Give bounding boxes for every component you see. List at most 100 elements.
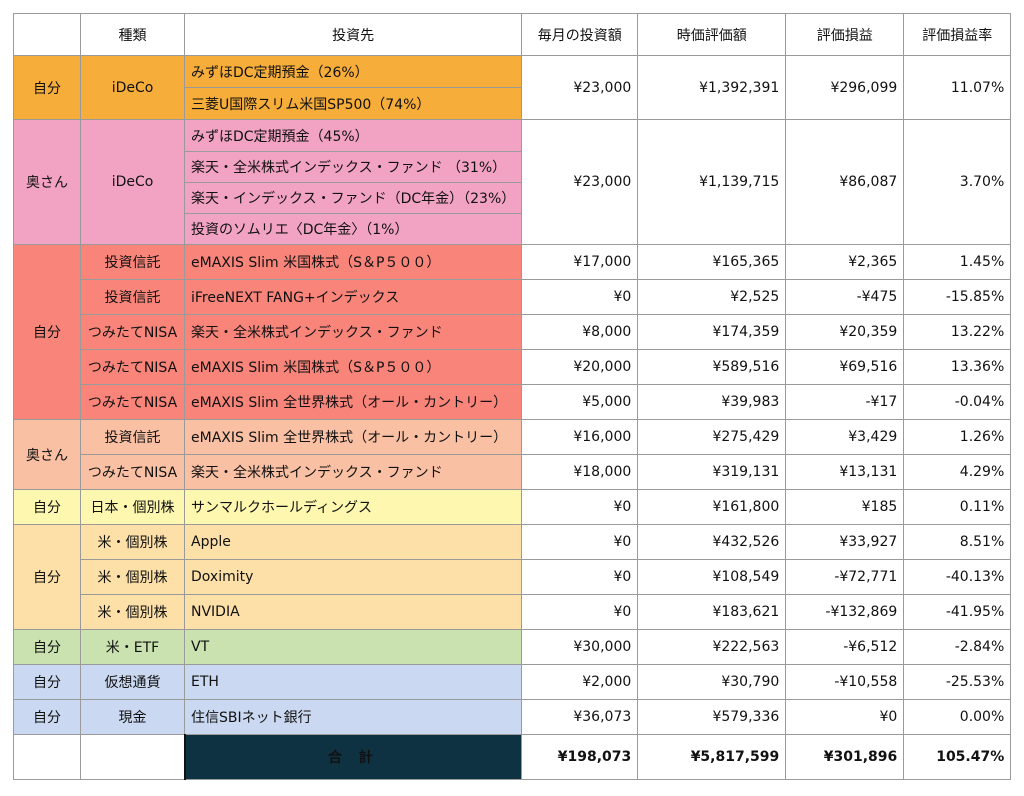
gain-cell: ¥86,087 — [785, 119, 905, 245]
kind-cell: 米・個別株 — [80, 559, 185, 595]
header-target: 投資先 — [183, 13, 523, 56]
owner-cell: 自分 — [13, 55, 81, 120]
table-row: 自分 iDeCo みずほDC定期預金（26%） ¥23,000 ¥1,392,3… — [13, 55, 1012, 120]
gain-cell: -¥17 — [785, 384, 905, 420]
fund-cell: eMAXIS Slim 全世界株式（オール・カントリー） — [183, 419, 523, 455]
fund-cell: eMAXIS Slim 全世界株式（オール・カントリー） — [183, 384, 523, 420]
fund-cell: Apple — [183, 524, 523, 560]
fund-cell: ETH — [183, 664, 523, 700]
table-row: つみたてNISA eMAXIS Slim 全世界株式（オール・カントリー） ¥5… — [14, 384, 1012, 420]
value-cell: ¥589,516 — [637, 349, 787, 385]
monthly-cell: ¥20,000 — [521, 349, 639, 385]
gain-cell: ¥3,429 — [785, 419, 905, 455]
value-cell: ¥2,525 — [637, 279, 787, 315]
rate-cell: -40.13% — [903, 559, 1012, 595]
fund-cell: iFreeNEXT FANG+インデックス — [183, 279, 523, 315]
value-cell: ¥319,131 — [637, 454, 787, 490]
monthly-cell: ¥0 — [521, 559, 639, 595]
rate-cell: 4.29% — [903, 454, 1012, 490]
monthly-cell: ¥2,000 — [521, 664, 639, 700]
gain-cell: -¥72,771 — [785, 559, 905, 595]
portfolio-table: 種類 投資先 毎月の投資額 時価評価額 評価損益 評価損益率 自分 iDeCo … — [13, 13, 1012, 780]
header-owner-blank — [13, 13, 81, 56]
gain-cell: ¥2,365 — [785, 244, 905, 280]
owner-cell: 奥さん — [13, 119, 81, 245]
owner-cell: 自分 — [13, 524, 81, 630]
table-row: つみたてNISA 楽天・全米株式インデックス・ファンド ¥8,000 ¥174,… — [14, 314, 1012, 350]
rate-cell: 8.51% — [903, 524, 1012, 560]
fund-cell: 三菱U国際スリム米国SP500（74%） — [183, 87, 523, 120]
kind-cell: 米・個別株 — [80, 524, 185, 560]
header-monthly: 毎月の投資額 — [521, 13, 639, 56]
owner-cell: 自分 — [13, 244, 81, 420]
gain-cell: -¥475 — [785, 279, 905, 315]
monthly-cell: ¥17,000 — [521, 244, 639, 280]
kind-cell: 米・ETF — [80, 629, 185, 665]
monthly-cell: ¥36,073 — [521, 699, 639, 735]
total-blank — [13, 734, 81, 780]
kind-cell: つみたてNISA — [80, 454, 185, 490]
gain-cell: ¥296,099 — [785, 55, 905, 120]
kind-cell: つみたてNISA — [80, 384, 185, 420]
value-cell: ¥39,983 — [637, 384, 787, 420]
fund-cell: 楽天・全米株式インデックス・ファンド — [183, 314, 523, 350]
gain-cell: ¥0 — [785, 699, 905, 735]
kind-cell: つみたてNISA — [80, 314, 185, 350]
header-type: 種類 — [80, 13, 185, 56]
table-row: 自分 投資信託 eMAXIS Slim 米国株式（S＆P５００） ¥17,000… — [13, 244, 1012, 420]
header-value: 時価評価額 — [637, 13, 787, 56]
table-row: 自分 米・ETF VT ¥30,000 ¥222,563 -¥6,512 -2.… — [13, 629, 1012, 665]
fund-cell: Doximity — [183, 559, 523, 595]
table-row: つみたてNISA 楽天・全米株式インデックス・ファンド ¥18,000 ¥319… — [14, 454, 1012, 490]
kind-cell: 投資信託 — [80, 244, 185, 280]
value-cell: ¥222,563 — [637, 629, 787, 665]
kind-cell: つみたてNISA — [80, 349, 185, 385]
fund-cell: サンマルクホールディングス — [183, 489, 523, 525]
monthly-cell: ¥16,000 — [521, 419, 639, 455]
monthly-cell: ¥30,000 — [521, 629, 639, 665]
table-row: 奥さん 投資信託 eMAXIS Slim 全世界株式（オール・カントリー） ¥1… — [13, 419, 1012, 490]
kind-cell: 仮想通貨 — [80, 664, 185, 700]
gain-cell: ¥33,927 — [785, 524, 905, 560]
gain-cell: ¥20,359 — [785, 314, 905, 350]
value-cell: ¥174,359 — [637, 314, 787, 350]
table-row: 投資信託 iFreeNEXT FANG+インデックス ¥0 ¥2,525 -¥4… — [14, 279, 1012, 315]
gain-cell: -¥132,869 — [785, 594, 905, 630]
table-row: 自分 米・個別株 Apple ¥0 ¥432,526 ¥33,927 8.51% — [13, 524, 1012, 630]
fund-cell: みずほDC定期預金（45%） — [183, 119, 523, 152]
fund-cell: 住信SBIネット銀行 — [183, 699, 523, 735]
kind-cell: 日本・個別株 — [80, 489, 185, 525]
value-cell: ¥1,139,715 — [637, 119, 787, 245]
monthly-cell: ¥8,000 — [521, 314, 639, 350]
kind-cell: 投資信託 — [80, 419, 185, 455]
header-row: 種類 投資先 毎月の投資額 時価評価額 評価損益 評価損益率 — [13, 13, 1012, 56]
rate-cell: 1.45% — [903, 244, 1012, 280]
kind-cell: 現金 — [80, 699, 185, 735]
total-row: 合 計 ¥198,073 ¥5,817,599 ¥301,896 105.47% — [13, 734, 1012, 780]
table-row: 自分 日本・個別株 サンマルクホールディングス ¥0 ¥161,800 ¥185… — [13, 489, 1012, 525]
gain-cell: ¥69,516 — [785, 349, 905, 385]
total-rate: 105.47% — [903, 734, 1012, 780]
fund-cell: みずほDC定期預金（26%） — [183, 55, 523, 88]
owner-cell: 奥さん — [13, 419, 81, 490]
owner-cell: 自分 — [13, 699, 81, 735]
header-gain: 評価損益 — [785, 13, 905, 56]
table-row: 投資のソムリエ〈DC年金〉（1%） — [14, 213, 1011, 245]
owner-cell: 自分 — [13, 629, 81, 665]
rate-cell: -15.85% — [903, 279, 1012, 315]
type-cell: iDeCo — [80, 119, 185, 245]
total-blank — [80, 734, 185, 780]
value-cell: ¥108,549 — [637, 559, 787, 595]
table-row: 自分 仮想通貨 ETH ¥2,000 ¥30,790 -¥10,558 -25.… — [13, 664, 1012, 700]
table-row: 自分 現金 住信SBIネット銀行 ¥36,073 ¥579,336 ¥0 0.0… — [13, 699, 1012, 735]
rate-cell: -2.84% — [903, 629, 1012, 665]
table-row: 楽天・全米株式インデックス・ファンド （31%） — [14, 151, 1011, 183]
gain-cell: -¥6,512 — [785, 629, 905, 665]
monthly-cell: ¥23,000 — [521, 119, 639, 245]
kind-cell: 米・個別株 — [80, 594, 185, 630]
monthly-cell: ¥0 — [521, 279, 639, 315]
fund-cell: VT — [183, 629, 523, 665]
table-row: つみたてNISA eMAXIS Slim 米国株式（S＆P５００） ¥20,00… — [14, 349, 1012, 385]
total-value: ¥5,817,599 — [637, 734, 787, 780]
